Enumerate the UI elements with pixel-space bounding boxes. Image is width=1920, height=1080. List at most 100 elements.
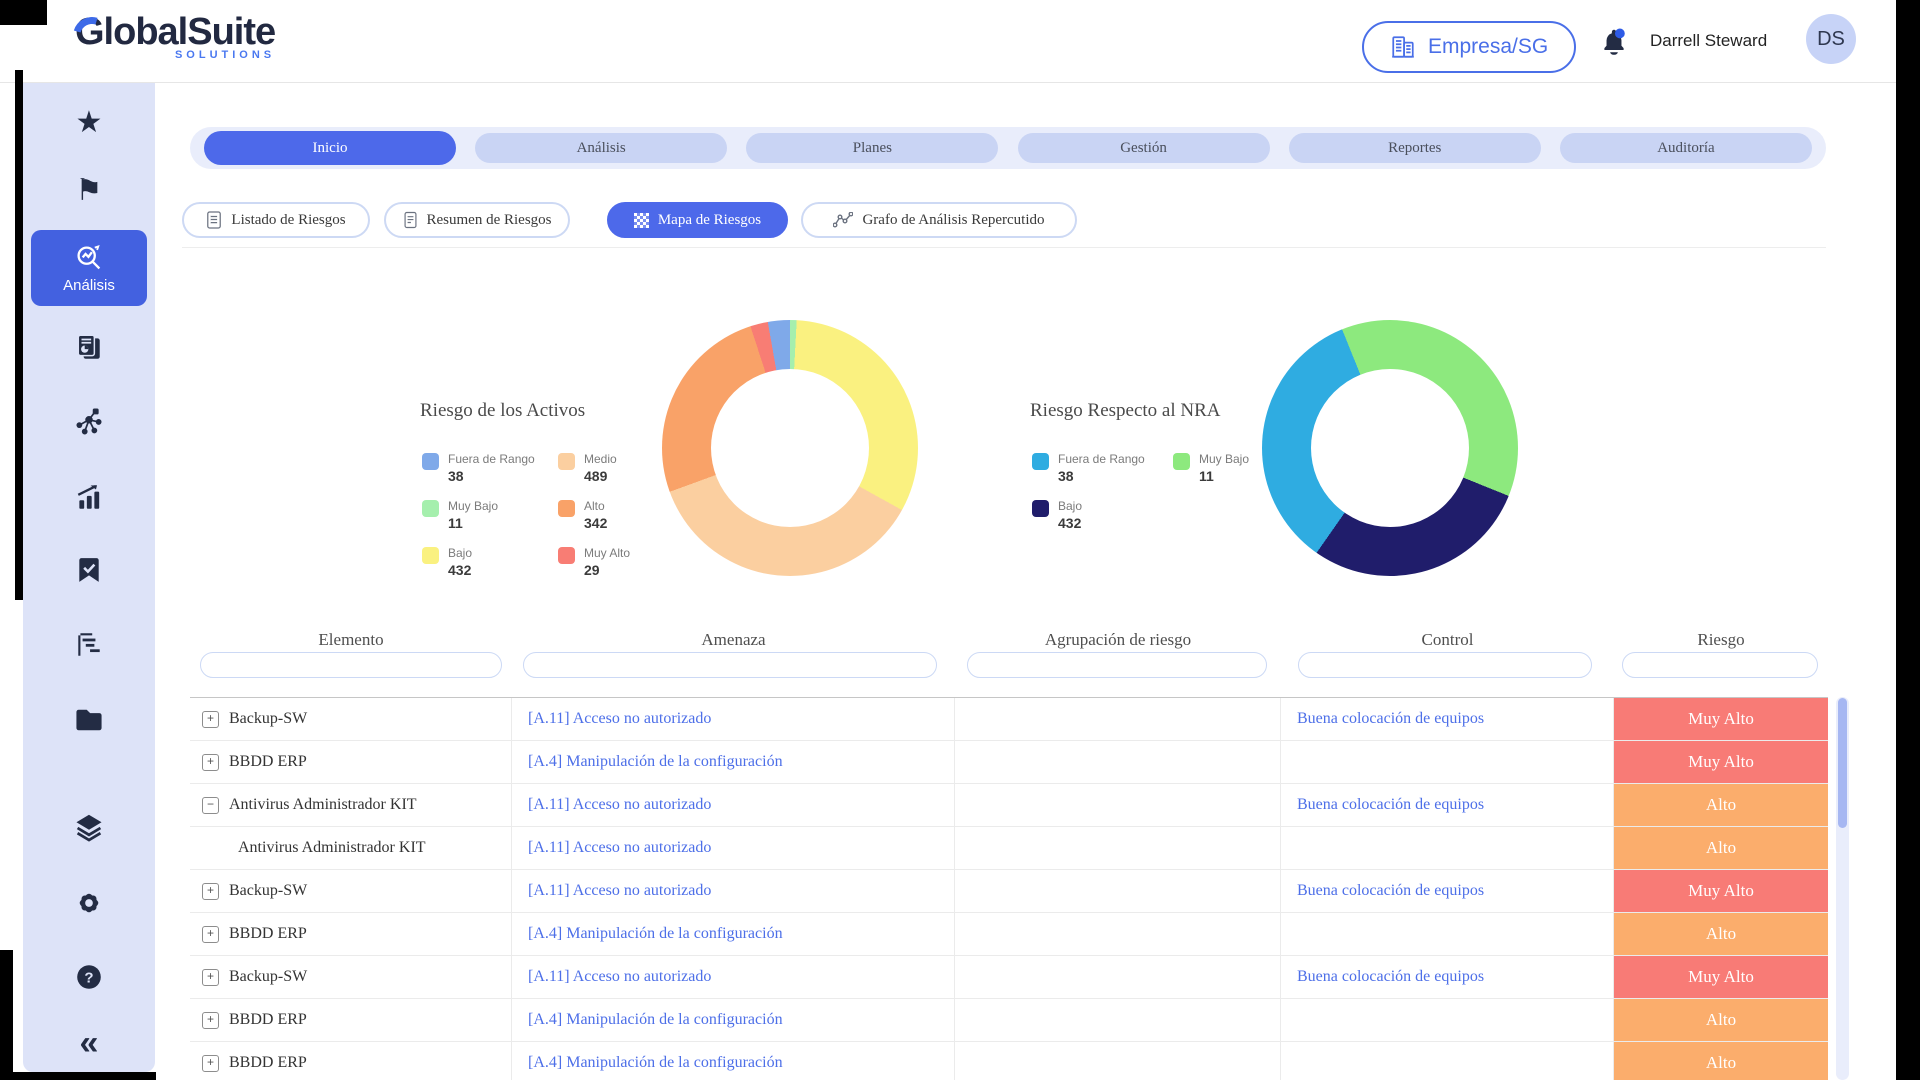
- collapse-sidebar-icon[interactable]: «: [79, 1024, 99, 1062]
- legend-swatch: [422, 453, 439, 470]
- cell-amenaza-link[interactable]: [A.11] Acceso no autorizado: [512, 784, 955, 826]
- logo: GlobalSuite SOLUTIONS: [66, 10, 276, 62]
- cell-control-link[interactable]: Buena colocación de equipos: [1281, 784, 1614, 826]
- cell-amenaza-link[interactable]: [A.11] Acceso no autorizado: [512, 956, 955, 998]
- table-row: + Backup-SW [A.11] Acceso no autorizado Bue…: [190, 698, 1828, 741]
- network-hub-icon[interactable]: [23, 408, 155, 438]
- legend-value: 11: [448, 515, 463, 531]
- tab-auditoría[interactable]: Auditoría: [1559, 133, 1812, 163]
- expand-icon[interactable]: +: [202, 968, 219, 986]
- legend-value: 489: [584, 468, 608, 484]
- column-header-agrupacion[interactable]: Agrupación de riesgo: [1044, 630, 1192, 649]
- tab-análisis[interactable]: Análisis: [475, 133, 728, 163]
- table-row: + BBDD ERP [A.4] Manipulación de la config…: [190, 1042, 1828, 1080]
- filter-input-elemento[interactable]: [200, 652, 502, 678]
- cell-amenaza-link[interactable]: [A.11] Acceso no autorizado: [512, 870, 955, 912]
- table-scrollbar[interactable]: [1836, 697, 1849, 1080]
- column-header-amenaza[interactable]: Amenaza: [701, 630, 766, 649]
- element-name: Antivirus Administrador KIT: [229, 796, 417, 813]
- bar-chart-icon[interactable]: [23, 482, 155, 512]
- scrollbar-thumb[interactable]: [1838, 698, 1847, 828]
- cell-elemento: + BBDD ERP: [190, 913, 512, 955]
- legend-label: Muy Alto: [584, 546, 631, 560]
- cell-amenaza-link[interactable]: [A.4] Manipulación de la configuración: [512, 999, 955, 1041]
- donut-chart-nra: [1262, 320, 1518, 576]
- chart-title-activos: Riesgo de los Activos: [420, 400, 586, 421]
- expand-icon[interactable]: +: [202, 882, 219, 900]
- building-icon: [1392, 36, 1414, 58]
- cell-control-link[interactable]: Buena colocación de equipos: [1281, 956, 1614, 998]
- legend-swatch: [558, 547, 575, 564]
- subtab-label: Resumen de Riesgos: [426, 211, 552, 228]
- subtab-listado-de-riesgos[interactable]: Listado de Riesgos: [182, 202, 370, 238]
- filter-input-amenaza[interactable]: [523, 652, 937, 678]
- folder-icon[interactable]: [23, 704, 155, 736]
- analysis-search-icon: [77, 244, 101, 269]
- cell-control-link: [1281, 999, 1614, 1041]
- subtab-mapa-de-riesgos[interactable]: Mapa de Riesgos: [607, 202, 788, 238]
- expand-icon[interactable]: +: [202, 710, 219, 728]
- risk-badge: Muy Alto: [1614, 698, 1828, 740]
- column-header-control[interactable]: Control: [1421, 630, 1474, 649]
- legend-label: Medio: [584, 452, 617, 466]
- expand-icon[interactable]: +: [202, 1054, 219, 1072]
- cell-agrupacion: [955, 784, 1281, 826]
- report-doc-icon[interactable]: [23, 332, 155, 362]
- legend-swatch: [1173, 453, 1190, 470]
- table-row: − Antivirus Administrador KIT [A.11] Acces…: [190, 784, 1828, 827]
- cell-amenaza-link[interactable]: [A.11] Acceso no autorizado: [512, 827, 955, 869]
- layers-icon[interactable]: [23, 812, 155, 844]
- expand-icon[interactable]: +: [202, 925, 219, 943]
- filter-input-riesgo[interactable]: [1622, 652, 1818, 678]
- flag-icon[interactable]: ⚑: [75, 174, 103, 207]
- tab-inicio[interactable]: Inicio: [204, 131, 456, 165]
- collapse-icon[interactable]: −: [202, 796, 219, 814]
- company-selector-button[interactable]: Empresa/SG: [1362, 21, 1577, 73]
- subtab-grafo-de-analisis[interactable]: Grafo de Análisis Repercutido: [801, 202, 1077, 238]
- legend-value: 29: [584, 562, 600, 578]
- legend-item: Muy Alto 29: [558, 546, 630, 578]
- tab-bar: Inicio Análisis Planes Gestión Reportes Audit…: [190, 127, 1826, 169]
- favorites-star-icon[interactable]: ★: [75, 106, 103, 139]
- cell-amenaza-link[interactable]: [A.11] Acceso no autorizado: [512, 698, 955, 740]
- cell-elemento: + BBDD ERP: [190, 1042, 512, 1080]
- filter-input-agrupacion[interactable]: [967, 652, 1267, 678]
- section-divider: [182, 247, 1826, 248]
- subtab-resumen-de-riesgos[interactable]: Resumen de Riesgos: [384, 202, 570, 238]
- cell-elemento: + Backup-SW: [190, 698, 512, 740]
- help-icon[interactable]: ?: [23, 962, 155, 992]
- tab-planes[interactable]: Planes: [746, 133, 999, 163]
- legend-label: Alto: [584, 499, 605, 513]
- cell-amenaza-link[interactable]: [A.4] Manipulación de la configuración: [512, 1042, 955, 1080]
- cell-control-link[interactable]: Buena colocación de equipos: [1281, 698, 1614, 740]
- user-name[interactable]: Darrell Steward: [1650, 31, 1768, 50]
- legend-label: Bajo: [448, 546, 473, 560]
- avatar[interactable]: DS: [1806, 14, 1856, 64]
- cell-agrupacion: [955, 698, 1281, 740]
- element-name: Antivirus Administrador KIT: [238, 839, 426, 856]
- subtab-label: Grafo de Análisis Repercutido: [862, 211, 1045, 228]
- bookmark-check-icon[interactable]: [23, 556, 155, 584]
- cell-elemento: + Backup-SW: [190, 956, 512, 998]
- filter-input-control[interactable]: [1298, 652, 1592, 678]
- gantt-report-icon[interactable]: [23, 630, 155, 660]
- column-header-elemento[interactable]: Elemento: [318, 630, 384, 649]
- company-selector-label: Empresa/SG: [1428, 35, 1549, 58]
- tab-reportes[interactable]: Reportes: [1288, 133, 1541, 163]
- cell-control-link[interactable]: Buena colocación de equipos: [1281, 870, 1614, 912]
- expand-icon[interactable]: +: [202, 1011, 219, 1029]
- legend-item: Bajo 432: [422, 546, 540, 578]
- legend-label: Bajo: [1058, 499, 1083, 513]
- notifications-bell-icon[interactable]: [1598, 26, 1630, 58]
- cell-amenaza-link[interactable]: [A.4] Manipulación de la configuración: [512, 913, 955, 955]
- table-row: + BBDD ERP [A.4] Manipulación de la config…: [190, 913, 1828, 956]
- expand-icon[interactable]: +: [202, 753, 219, 771]
- cell-amenaza-link[interactable]: [A.4] Manipulación de la configuración: [512, 741, 955, 783]
- subtab-label: Listado de Riesgos: [231, 211, 346, 228]
- tab-gestión[interactable]: Gestión: [1017, 133, 1270, 163]
- table-row: + Backup-SW [A.11] Acceso no autorizado Bue…: [190, 956, 1828, 999]
- sidebar-item-analisis[interactable]: Análisis: [31, 230, 147, 306]
- settings-gear-icon[interactable]: [23, 888, 155, 918]
- column-header-riesgo[interactable]: Riesgo: [1697, 630, 1745, 649]
